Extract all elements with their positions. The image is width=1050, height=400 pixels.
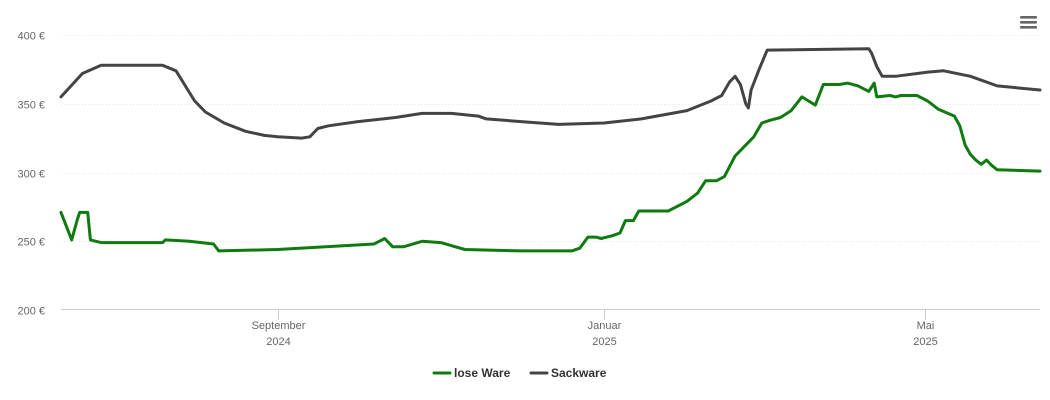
x-tick-month-mai-2025: Mai <box>917 320 935 332</box>
legend-label-sackware: Sackware <box>551 366 607 380</box>
y-tick-label-350: 350 € <box>17 100 45 112</box>
menu-bar-bottom <box>1020 26 1037 29</box>
chart-menu-button[interactable] <box>1019 14 1039 30</box>
y-tick-label-250: 250 € <box>17 237 45 249</box>
x-axis-ticks: September 2024 Januar 2025 Mai 2025 <box>252 310 938 348</box>
menu-bar-top <box>1020 16 1037 19</box>
hamburger-menu-icon <box>1020 16 1037 29</box>
legend-label-lose-ware: lose Ware <box>454 366 511 380</box>
y-tick-label-200: 200 € <box>17 306 45 318</box>
x-tick-year-september-2024: 2024 <box>266 336 290 348</box>
y-axis-labels: 200 € 250 € 300 € 350 € 400 € <box>17 31 45 318</box>
gridlines <box>61 35 1040 242</box>
legend-item-sackware[interactable]: Sackware <box>529 366 607 380</box>
legend: lose Ware Sackware <box>432 366 607 380</box>
x-tick-year-mai-2025: 2025 <box>913 336 937 348</box>
x-tick-month-september-2024: September <box>252 320 306 332</box>
y-tick-label-300: 300 € <box>17 169 45 181</box>
x-tick-year-januar-2025: 2025 <box>592 336 616 348</box>
series-lines <box>59 47 1042 253</box>
y-tick-label-400: 400 € <box>17 31 45 43</box>
x-tick-month-januar-2025: Januar <box>588 320 622 332</box>
series-line-sackware[interactable] <box>59 47 1042 140</box>
legend-item-lose-ware[interactable]: lose Ware <box>432 366 511 380</box>
series-line-lose-ware[interactable] <box>59 81 1042 253</box>
menu-bar-middle <box>1020 21 1037 24</box>
